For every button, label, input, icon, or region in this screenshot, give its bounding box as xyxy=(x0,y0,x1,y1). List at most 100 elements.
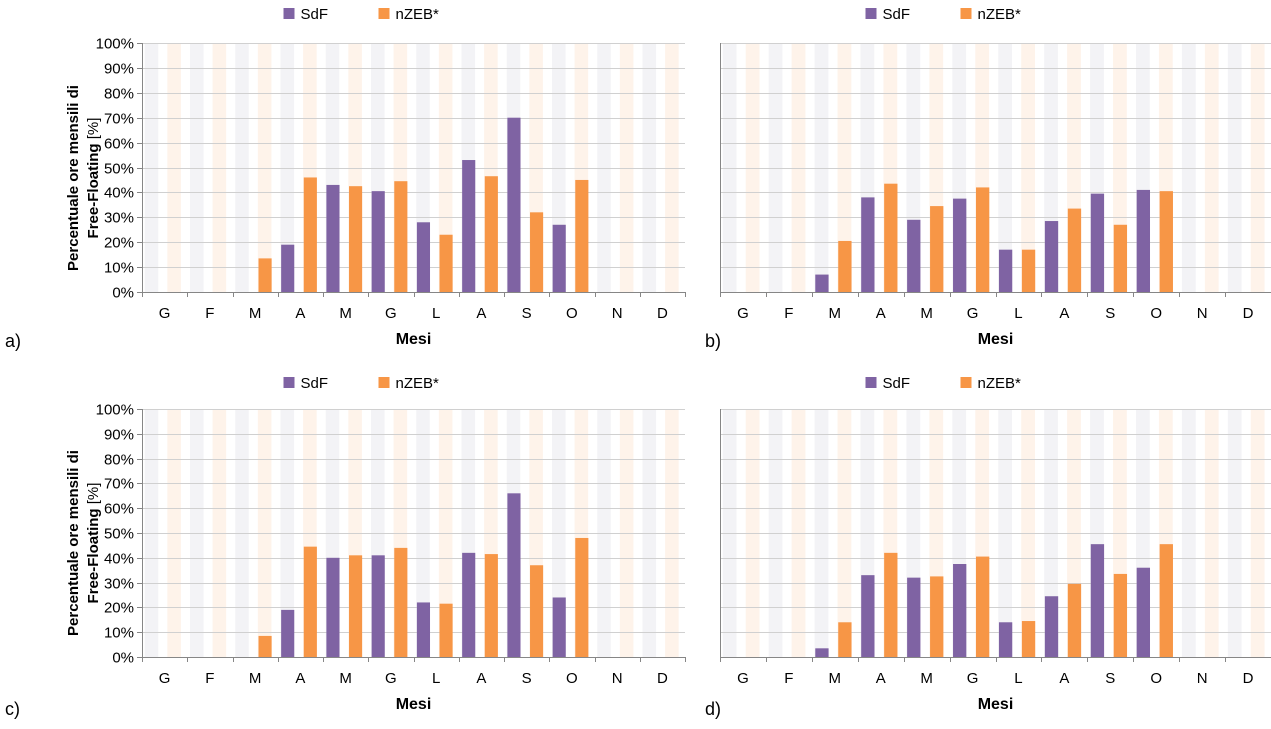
bg-stripe xyxy=(619,43,634,292)
y-tick-label: 80% xyxy=(104,86,134,103)
legend-label-1: nZEB* xyxy=(396,6,440,23)
x-tick-label: S xyxy=(1105,670,1115,687)
bar-sdf-4 xyxy=(326,184,340,292)
bar-sdf-9 xyxy=(552,224,566,292)
bar-sdf-9 xyxy=(1136,189,1151,292)
x-tick-label: S xyxy=(522,670,532,687)
x-tick-label: M xyxy=(339,305,352,322)
x-tick-label: M xyxy=(920,305,933,322)
bg-stripe xyxy=(144,43,159,292)
y-tick-label: 60% xyxy=(104,501,134,518)
x-axis-title: Mesi xyxy=(978,331,1014,348)
x-tick-label: M xyxy=(920,670,933,687)
y-tick-label: 100% xyxy=(96,36,134,53)
y-tick-label: 40% xyxy=(104,185,134,202)
bar-nzeb-2 xyxy=(258,258,272,292)
bg-stripe xyxy=(791,43,806,292)
y-tick-label: 90% xyxy=(104,61,134,78)
x-axis-title: Mesi xyxy=(396,696,432,713)
x-tick-label: G xyxy=(385,305,397,322)
bg-stripe xyxy=(1250,43,1265,292)
x-tick-label: M xyxy=(249,670,262,687)
bg-stripe xyxy=(438,43,453,292)
x-tick-label: O xyxy=(1150,670,1162,687)
legend-swatch-1 xyxy=(378,377,390,388)
bg-stripe xyxy=(814,43,829,292)
bar-sdf-9 xyxy=(552,597,566,657)
bar-nzeb-2 xyxy=(838,240,852,292)
bar-nzeb-3 xyxy=(884,552,898,657)
y-tick-label: 80% xyxy=(104,452,134,469)
bar-nzeb-5 xyxy=(975,187,990,292)
x-tick-label: M xyxy=(829,305,842,322)
bar-nzeb-5 xyxy=(975,556,990,657)
y-tick-label: 30% xyxy=(104,576,134,593)
panel-1: G F M A M G L A S O N D Mesi SdF nZEB* b) xyxy=(705,6,1271,351)
legend-swatch-1 xyxy=(378,8,390,19)
bg-stripe xyxy=(280,43,295,292)
bar-nzeb-3 xyxy=(303,546,317,657)
bar-nzeb-6 xyxy=(439,603,453,657)
bg-stripe xyxy=(1021,43,1035,292)
bar-nzeb-8 xyxy=(530,212,544,292)
bg-stripe xyxy=(722,43,737,292)
bar-nzeb-9 xyxy=(1159,191,1173,292)
x-tick-label: F xyxy=(784,670,793,687)
bar-sdf-8 xyxy=(507,117,521,292)
legend-swatch-0 xyxy=(283,377,295,388)
x-tick-label: O xyxy=(566,305,578,322)
panel-3: G F M A M G L A S O N D Mesi SdF nZEB* d) xyxy=(705,375,1271,719)
x-tick-label: A xyxy=(1059,305,1069,322)
legend-swatch-0 xyxy=(865,377,877,388)
bg-stripe xyxy=(597,43,611,292)
legend-swatch-1 xyxy=(960,8,972,19)
x-tick-label: S xyxy=(1105,305,1115,322)
legend-label-0: SdF xyxy=(883,375,911,392)
x-tick-label: G xyxy=(967,670,979,687)
x-tick-label: A xyxy=(295,670,305,687)
bar-nzeb-5 xyxy=(394,547,408,657)
bar-sdf-6 xyxy=(416,602,431,657)
bar-sdf-3 xyxy=(861,575,875,657)
x-tick-label: F xyxy=(205,305,214,322)
x-tick-label: F xyxy=(205,670,214,687)
bar-nzeb-7 xyxy=(1067,583,1082,657)
y-tick-label: 50% xyxy=(104,161,134,178)
bar-sdf-6 xyxy=(998,622,1013,657)
bar-nzeb-9 xyxy=(575,537,589,657)
x-tick-label: D xyxy=(1243,670,1254,687)
y-tick-label: 40% xyxy=(104,551,134,568)
x-tick-label: D xyxy=(657,305,668,322)
x-tick-label: G xyxy=(159,670,171,687)
x-tick-label: S xyxy=(522,305,532,322)
legend-label-1: nZEB* xyxy=(396,375,440,392)
x-tick-label: A xyxy=(295,305,305,322)
x-tick-label: M xyxy=(829,670,842,687)
bar-nzeb-5 xyxy=(394,181,408,292)
y-tick-label: 10% xyxy=(104,625,134,642)
bg-stripe xyxy=(745,43,760,292)
bar-nzeb-2 xyxy=(838,622,852,657)
x-axis-title: Mesi xyxy=(396,331,432,348)
bar-sdf-4 xyxy=(326,557,340,657)
bar-sdf-6 xyxy=(416,222,431,292)
bar-nzeb-7 xyxy=(1067,208,1082,292)
x-tick-label: N xyxy=(612,305,623,322)
bar-sdf-8 xyxy=(1090,193,1105,292)
legend-swatch-1 xyxy=(960,377,972,388)
x-axis-title: Mesi xyxy=(978,696,1014,713)
x-tick-label: D xyxy=(657,670,668,687)
bar-sdf-3 xyxy=(861,197,875,292)
bar-sdf-3 xyxy=(281,244,295,292)
panel-letter: a) xyxy=(5,331,21,351)
y-tick-label: 60% xyxy=(104,136,134,153)
bg-stripe xyxy=(1181,43,1196,292)
x-tick-label: G xyxy=(967,305,979,322)
y-tick-label: 100% xyxy=(96,402,134,419)
panel-letter: d) xyxy=(705,699,721,719)
y-axis-title: Percentuale ore mensili di Free-Floating … xyxy=(65,85,102,271)
bar-nzeb-9 xyxy=(1159,544,1173,657)
y-tick-label: 20% xyxy=(104,235,134,252)
bg-stripe xyxy=(235,43,249,292)
